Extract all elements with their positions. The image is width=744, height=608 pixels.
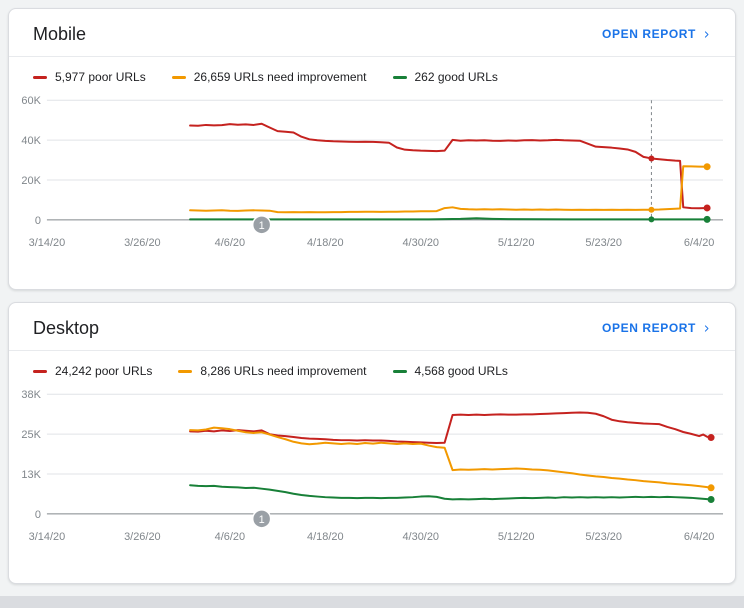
legend-item[interactable]: 8,286 URLs need improvement — [178, 364, 367, 378]
card-title-mobile: Mobile — [33, 24, 87, 44]
legend-label: 262 good URLs — [414, 70, 498, 84]
svg-text:4/6/20: 4/6/20 — [215, 237, 245, 249]
legend-item[interactable]: 262 good URLs — [392, 70, 498, 84]
svg-text:25K: 25K — [21, 429, 41, 441]
svg-text:1: 1 — [259, 220, 265, 232]
mobile-line-chart[interactable]: 0 20K 40K 60K 3/14/20 3/26/20 4/6/20 4/18/20 4/3… — [17, 90, 727, 262]
chart-area: 0 20K 40K 60K 3/14/20 3/26/20 4/6/20 4/18/20 4/3… — [9, 88, 735, 262]
svg-text:3/26/20: 3/26/20 — [124, 237, 161, 249]
svg-text:4/6/20: 4/6/20 — [215, 531, 245, 543]
svg-text:5/23/20: 5/23/20 — [585, 531, 622, 543]
svg-text:40K: 40K — [21, 135, 41, 147]
svg-text:60K: 60K — [21, 95, 41, 107]
bottom-strip — [0, 596, 744, 608]
legend-label: 5,977 poor URLs — [55, 70, 146, 84]
svg-text:6/4/20: 6/4/20 — [684, 237, 714, 249]
svg-text:3/14/20: 3/14/20 — [29, 237, 66, 249]
svg-text:1: 1 — [259, 514, 265, 526]
legend-item[interactable]: 26,659 URLs need improvement — [171, 70, 367, 84]
chart-legend: 5,977 poor URLs 26,659 URLs need improvem… — [9, 57, 735, 88]
page: Mobile OPEN REPORT 5,977 poor URLs 26,659… — [8, 8, 736, 584]
chart-area: 0 13K 25K 38K 3/14/20 3/26/20 4/6/20 4/18/20 4/3… — [9, 382, 735, 556]
svg-text:3/14/20: 3/14/20 — [29, 531, 66, 543]
svg-text:3/26/20: 3/26/20 — [124, 531, 161, 543]
svg-text:5/12/20: 5/12/20 — [498, 531, 535, 543]
svg-text:13K: 13K — [21, 469, 41, 481]
svg-text:38K: 38K — [21, 389, 41, 401]
open-report-link[interactable]: OPEN REPORT — [602, 27, 711, 41]
legend-label: 4,568 good URLs — [414, 364, 508, 378]
chart-legend: 24,242 poor URLs 8,286 URLs need improvem… — [9, 351, 735, 382]
legend-swatch — [392, 369, 407, 373]
legend-label: 26,659 URLs need improvement — [193, 70, 367, 84]
svg-text:4/30/20: 4/30/20 — [402, 237, 439, 249]
legend-item[interactable]: 5,977 poor URLs — [33, 70, 146, 84]
svg-text:6/4/20: 6/4/20 — [684, 531, 714, 543]
chevron-right-icon — [704, 324, 709, 332]
legend-swatch — [171, 75, 186, 79]
open-report-label: OPEN REPORT — [602, 321, 696, 335]
svg-text:4/18/20: 4/18/20 — [307, 237, 344, 249]
legend-label: 24,242 poor URLs — [55, 364, 153, 378]
svg-text:20K: 20K — [21, 175, 41, 187]
card-desktop: Desktop OPEN REPORT 24,242 poor URLs 8,28… — [8, 302, 736, 584]
svg-text:4/18/20: 4/18/20 — [307, 531, 344, 543]
svg-text:5/23/20: 5/23/20 — [585, 237, 622, 249]
open-report-label: OPEN REPORT — [602, 27, 696, 41]
legend-item[interactable]: 24,242 poor URLs — [33, 364, 152, 378]
card-header: Desktop OPEN REPORT — [9, 303, 735, 351]
svg-text:0: 0 — [35, 509, 41, 521]
svg-text:0: 0 — [35, 215, 41, 227]
desktop-line-chart[interactable]: 0 13K 25K 38K 3/14/20 3/26/20 4/6/20 4/18/20 4/3… — [17, 384, 727, 556]
legend-swatch — [33, 75, 47, 79]
svg-text:5/12/20: 5/12/20 — [498, 237, 535, 249]
svg-text:4/30/20: 4/30/20 — [402, 531, 439, 543]
legend-item[interactable]: 4,568 good URLs — [392, 364, 508, 378]
legend-swatch — [33, 369, 47, 373]
card-title-desktop: Desktop — [33, 318, 100, 338]
legend-swatch — [178, 369, 193, 373]
legend-label: 8,286 URLs need improvement — [200, 364, 367, 378]
card-mobile: Mobile OPEN REPORT 5,977 poor URLs 26,659… — [8, 8, 736, 290]
open-report-link[interactable]: OPEN REPORT — [602, 321, 711, 335]
chevron-right-icon — [704, 30, 709, 38]
card-header: Mobile OPEN REPORT — [9, 9, 735, 57]
legend-swatch — [392, 75, 407, 79]
